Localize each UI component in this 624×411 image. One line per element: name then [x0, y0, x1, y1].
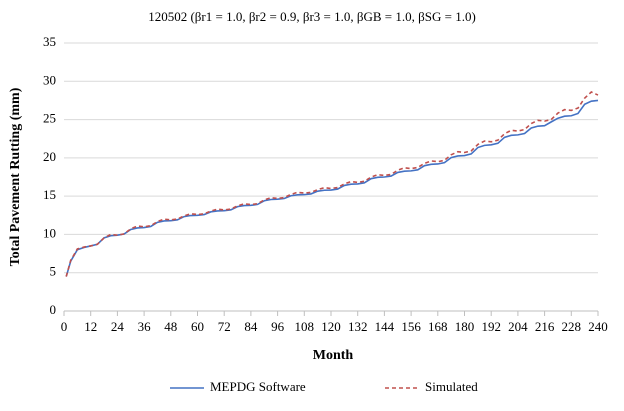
x-tick-label: 240: [588, 319, 608, 334]
x-tick-label: 12: [84, 319, 97, 334]
series-line: [65, 99, 599, 277]
x-tick-label: 228: [562, 319, 582, 334]
x-tick-label: 144: [375, 319, 395, 334]
chart-title: 120502 (βr1 = 1.0, βr2 = 0.9, βr3 = 1.0,…: [148, 9, 476, 24]
x-tick-label: 108: [295, 319, 315, 334]
x-tick-label: 24: [111, 319, 125, 334]
x-tick-label: 132: [348, 319, 368, 334]
legend-label: MEPDG Software: [210, 379, 306, 394]
x-tick-label: 72: [218, 319, 231, 334]
x-tick-label: 168: [428, 319, 448, 334]
x-axis-label: Month: [313, 348, 354, 363]
x-tick-label: 192: [481, 319, 501, 334]
y-tick-label: 25: [43, 111, 56, 126]
x-tick-label: 156: [401, 319, 421, 334]
x-tick-label: 120: [321, 319, 341, 334]
y-axis-label: Total Pavement Rutting (mm): [8, 87, 23, 266]
x-tick-label: 60: [191, 319, 204, 334]
x-tick-label: 0: [61, 319, 68, 334]
x-tick-label: 180: [455, 319, 475, 334]
x-tick-label: 36: [138, 319, 152, 334]
x-tick-label: 216: [535, 319, 555, 334]
y-tick-label: 35: [43, 34, 56, 49]
y-tick-label: 15: [43, 187, 56, 202]
y-tick-label: 0: [50, 302, 57, 317]
x-tick-label: 84: [244, 319, 258, 334]
y-tick-label: 30: [43, 72, 56, 87]
y-tick-label: 5: [50, 264, 57, 279]
series-line: [65, 91, 599, 277]
y-tick-label: 10: [43, 225, 56, 240]
x-tick-label: 204: [508, 319, 528, 334]
y-tick-label: 20: [43, 149, 56, 164]
legend-label: Simulated: [425, 379, 478, 394]
x-tick-label: 48: [164, 319, 177, 334]
x-tick-label: 96: [271, 319, 285, 334]
